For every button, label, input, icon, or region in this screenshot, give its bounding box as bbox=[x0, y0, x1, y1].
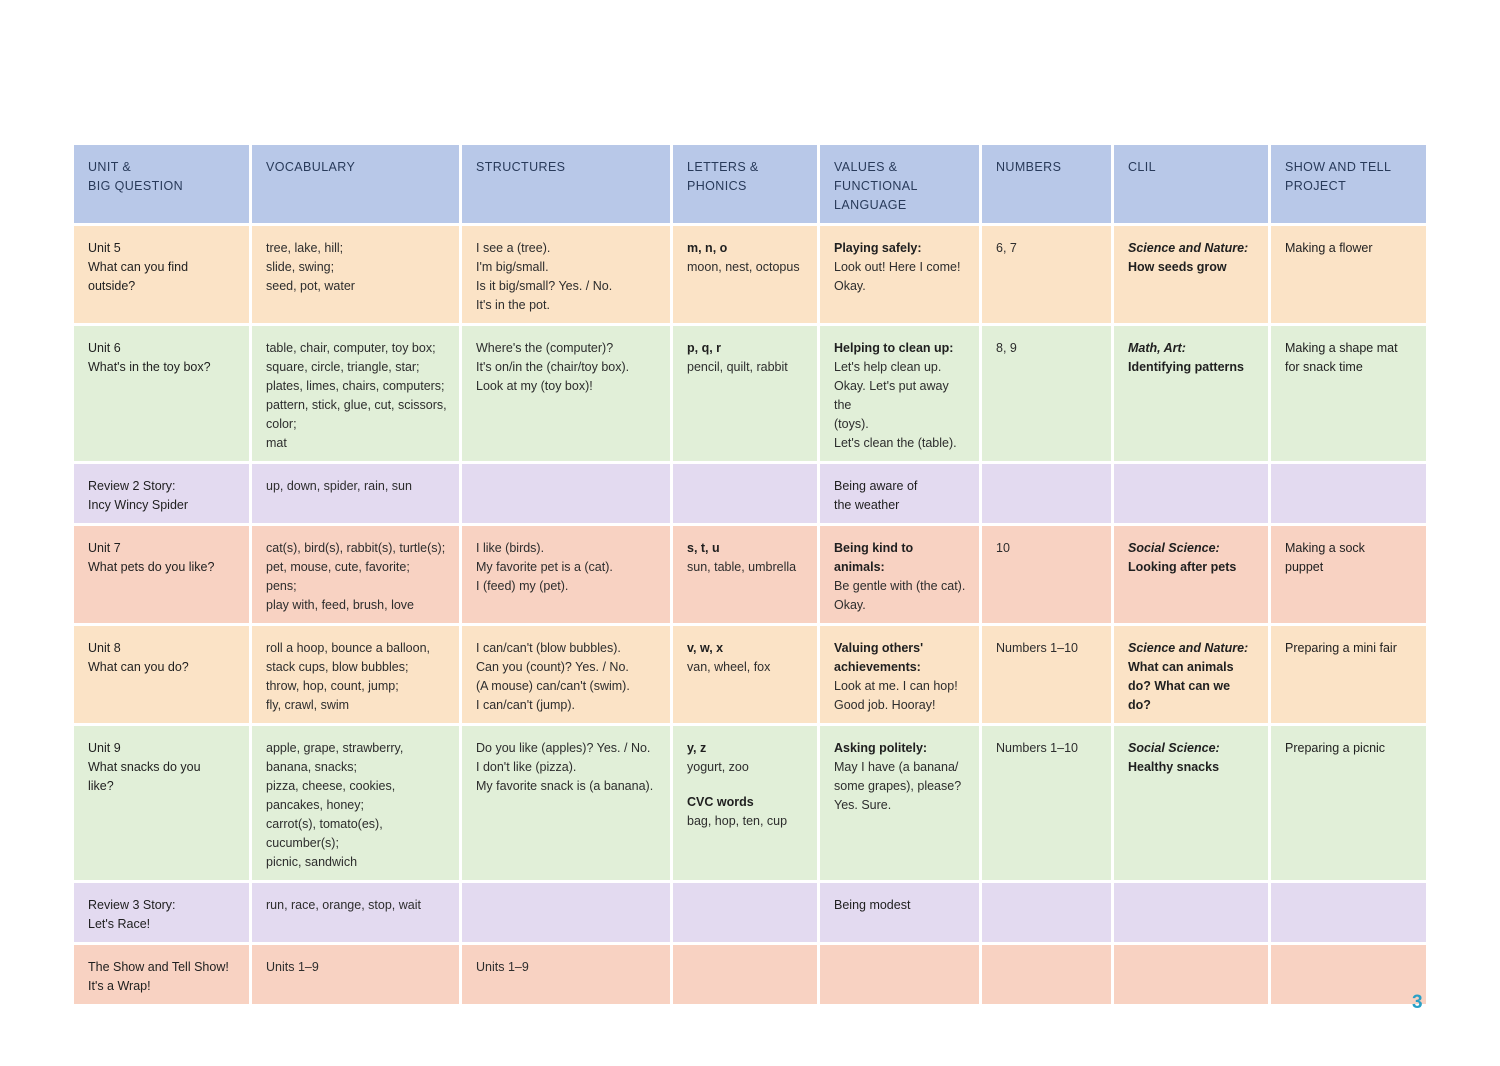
scope-and-sequence-table: UNIT & BIG QUESTION VOCABULARY STRUCTURES… bbox=[74, 145, 1426, 1007]
values-cell: Valuing others' achievements: Look at me. … bbox=[820, 626, 982, 726]
project-cell: Making a sock puppet bbox=[1271, 526, 1426, 626]
header-unit: UNIT & BIG QUESTION bbox=[74, 145, 252, 226]
structures-cell: Units 1–9 bbox=[462, 945, 673, 1007]
structures-cell: Do you like (apples)? Yes. / No. I don't … bbox=[462, 726, 673, 883]
values-cell: Being modest bbox=[820, 883, 982, 945]
numbers-cell: 8, 9 bbox=[982, 326, 1114, 464]
numbers-cell: Numbers 1–10 bbox=[982, 626, 1114, 726]
letters-cell: s, t, u sun, table, umbrella bbox=[673, 526, 820, 626]
vocabulary-cell: apple, grape, strawberry, banana, snacks;… bbox=[252, 726, 462, 883]
letters-cell: y, z yogurt, zoo CVC words bag, hop, ten, c… bbox=[673, 726, 820, 883]
project-cell: Preparing a picnic bbox=[1271, 726, 1426, 883]
header-clil: CLIL bbox=[1114, 145, 1271, 226]
table-row: Unit 5 What can you find outside? tree, la… bbox=[74, 226, 1426, 326]
vocabulary-cell: table, chair, computer, toy box; square, … bbox=[252, 326, 462, 464]
table-row: Review 2 Story: Incy Wincy Spider up, dow… bbox=[74, 464, 1426, 526]
values-cell: Being kind to animals: Be gentle with (th… bbox=[820, 526, 982, 626]
unit-cell: Unit 9 What snacks do you like? bbox=[74, 726, 252, 883]
clil-cell: Social Science: Looking after pets bbox=[1114, 526, 1271, 626]
letters-cell: m, n, o moon, nest, octopus bbox=[673, 226, 820, 326]
clil-cell bbox=[1114, 945, 1271, 1007]
clil-cell bbox=[1114, 464, 1271, 526]
letters-cell: p, q, r pencil, quilt, rabbit bbox=[673, 326, 820, 464]
clil-cell: Math, Art: Identifying patterns bbox=[1114, 326, 1271, 464]
unit-cell: Review 2 Story: Incy Wincy Spider bbox=[74, 464, 252, 526]
numbers-cell: Numbers 1–10 bbox=[982, 726, 1114, 883]
page-number: 3 bbox=[1412, 992, 1423, 1013]
project-cell bbox=[1271, 464, 1426, 526]
unit-cell: Review 3 Story: Let's Race! bbox=[74, 883, 252, 945]
header-project: SHOW AND TELL PROJECT bbox=[1271, 145, 1426, 226]
letters-cell bbox=[673, 945, 820, 1007]
values-cell bbox=[820, 945, 982, 1007]
clil-cell: Science and Nature: How seeds grow bbox=[1114, 226, 1271, 326]
header-values: VALUES & FUNCTIONAL LANGUAGE bbox=[820, 145, 982, 226]
project-cell bbox=[1271, 883, 1426, 945]
letters-cell bbox=[673, 464, 820, 526]
table-row: Unit 6 What's in the toy box? table, chai… bbox=[74, 326, 1426, 464]
structures-cell: Where's the (computer)? It's on/in the (c… bbox=[462, 326, 673, 464]
structures-cell bbox=[462, 464, 673, 526]
table-row: Unit 8 What can you do? roll a hoop, boun… bbox=[74, 626, 1426, 726]
values-cell: Being aware of the weather bbox=[820, 464, 982, 526]
numbers-cell bbox=[982, 464, 1114, 526]
vocabulary-cell: roll a hoop, bounce a balloon, stack cups… bbox=[252, 626, 462, 726]
project-cell: Making a flower bbox=[1271, 226, 1426, 326]
table-row: Review 3 Story: Let's Race! run, race, or… bbox=[74, 883, 1426, 945]
numbers-cell: 6, 7 bbox=[982, 226, 1114, 326]
vocabulary-cell: run, race, orange, stop, wait bbox=[252, 883, 462, 945]
unit-cell: Unit 7 What pets do you like? bbox=[74, 526, 252, 626]
values-cell: Playing safely: Look out! Here I come! Oka… bbox=[820, 226, 982, 326]
vocabulary-cell: up, down, spider, rain, sun bbox=[252, 464, 462, 526]
structures-cell: I like (birds). My favorite pet is a (cat… bbox=[462, 526, 673, 626]
clil-cell: Science and Nature: What can animals do? W… bbox=[1114, 626, 1271, 726]
project-cell bbox=[1271, 945, 1426, 1007]
unit-cell: The Show and Tell Show! It's a Wrap! bbox=[74, 945, 252, 1007]
table-row: The Show and Tell Show! It's a Wrap! Unit… bbox=[74, 945, 1426, 1007]
project-cell: Making a shape mat for snack time bbox=[1271, 326, 1426, 464]
vocabulary-cell: Units 1–9 bbox=[252, 945, 462, 1007]
header-letters-phonics: LETTERS & PHONICS bbox=[673, 145, 820, 226]
vocabulary-cell: tree, lake, hill; slide, swing; seed, pot,… bbox=[252, 226, 462, 326]
clil-cell: Social Science: Healthy snacks bbox=[1114, 726, 1271, 883]
unit-cell: Unit 8 What can you do? bbox=[74, 626, 252, 726]
values-cell: Helping to clean up: Let's help clean up.… bbox=[820, 326, 982, 464]
table-row: Unit 7 What pets do you like? cat(s), bir… bbox=[74, 526, 1426, 626]
letters-cell: v, w, x van, wheel, fox bbox=[673, 626, 820, 726]
header-vocabulary: VOCABULARY bbox=[252, 145, 462, 226]
numbers-cell bbox=[982, 945, 1114, 1007]
structures-cell: I see a (tree). I'm big/small. Is it big/s… bbox=[462, 226, 673, 326]
header-structures: STRUCTURES bbox=[462, 145, 673, 226]
unit-cell: Unit 5 What can you find outside? bbox=[74, 226, 252, 326]
unit-cell: Unit 6 What's in the toy box? bbox=[74, 326, 252, 464]
vocabulary-cell: cat(s), bird(s), rabbit(s), turtle(s); pe… bbox=[252, 526, 462, 626]
project-cell: Preparing a mini fair bbox=[1271, 626, 1426, 726]
structures-cell bbox=[462, 883, 673, 945]
values-cell: Asking politely: May I have (a banana/som… bbox=[820, 726, 982, 883]
structures-cell: I can/can't (blow bubbles). Can you (coun… bbox=[462, 626, 673, 726]
header-numbers: NUMBERS bbox=[982, 145, 1114, 226]
numbers-cell bbox=[982, 883, 1114, 945]
table-row: Unit 9 What snacks do you like? apple, gra… bbox=[74, 726, 1426, 883]
letters-cell bbox=[673, 883, 820, 945]
clil-cell bbox=[1114, 883, 1271, 945]
header-row: UNIT & BIG QUESTION VOCABULARY STRUCTURES… bbox=[74, 145, 1426, 226]
numbers-cell: 10 bbox=[982, 526, 1114, 626]
